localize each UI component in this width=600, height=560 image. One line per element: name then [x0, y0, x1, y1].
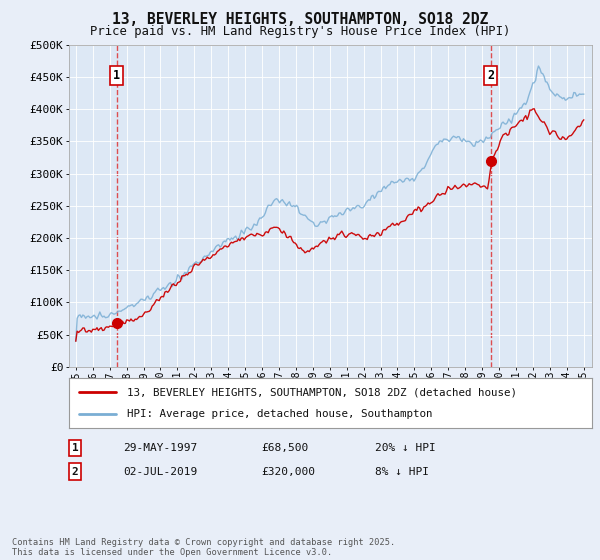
- Text: 2: 2: [71, 466, 79, 477]
- Text: Price paid vs. HM Land Registry's House Price Index (HPI): Price paid vs. HM Land Registry's House …: [90, 25, 510, 38]
- Text: 20% ↓ HPI: 20% ↓ HPI: [375, 443, 436, 453]
- Text: £68,500: £68,500: [261, 443, 308, 453]
- Text: 8% ↓ HPI: 8% ↓ HPI: [375, 466, 429, 477]
- Text: Contains HM Land Registry data © Crown copyright and database right 2025.
This d: Contains HM Land Registry data © Crown c…: [12, 538, 395, 557]
- Text: 13, BEVERLEY HEIGHTS, SOUTHAMPTON, SO18 2DZ: 13, BEVERLEY HEIGHTS, SOUTHAMPTON, SO18 …: [112, 12, 488, 27]
- Text: 13, BEVERLEY HEIGHTS, SOUTHAMPTON, SO18 2DZ (detached house): 13, BEVERLEY HEIGHTS, SOUTHAMPTON, SO18 …: [127, 387, 517, 397]
- Text: 29-MAY-1997: 29-MAY-1997: [123, 443, 197, 453]
- Text: 1: 1: [71, 443, 79, 453]
- Text: 02-JUL-2019: 02-JUL-2019: [123, 466, 197, 477]
- Text: HPI: Average price, detached house, Southampton: HPI: Average price, detached house, Sout…: [127, 409, 432, 419]
- Text: £320,000: £320,000: [261, 466, 315, 477]
- Text: 2: 2: [487, 68, 494, 82]
- Text: 1: 1: [113, 68, 120, 82]
